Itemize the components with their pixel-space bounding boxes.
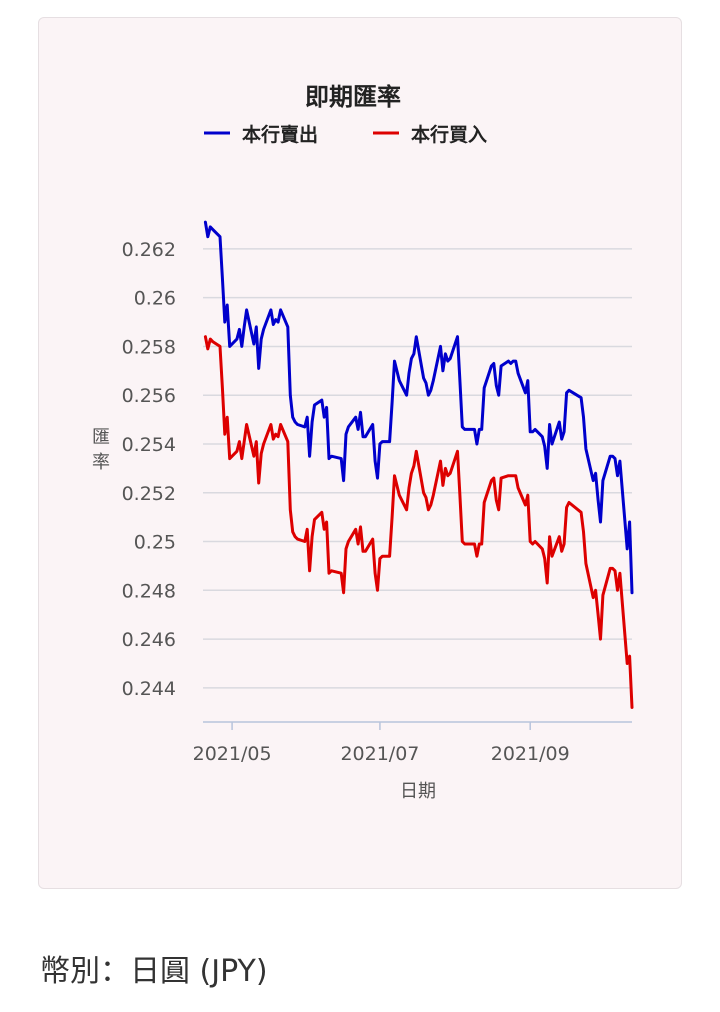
x-tick-label: 2021/05 — [193, 743, 272, 765]
series-lines — [203, 220, 634, 709]
y-tick-label: 0.256 — [122, 385, 176, 407]
y-gridlines — [203, 248, 632, 689]
y-tick-label: 0.25 — [134, 532, 176, 554]
y-tick-label: 0.246 — [122, 629, 176, 651]
x-tick-label: 2021/07 — [340, 743, 419, 765]
x-ticks: 2021/05 2021/07 2021/09 — [193, 722, 570, 765]
y-tick-labels: 0.244 0.246 0.248 0.25 0.252 0.254 0.256 0.258 0… — [122, 239, 176, 700]
chart-card — [38, 17, 682, 889]
legend-item-buy[interactable]: 本行買入 — [373, 123, 487, 146]
y-axis-title-char-1: 匯 — [92, 427, 110, 448]
y-tick-label: 0.244 — [122, 678, 176, 700]
y-tick-label: 0.252 — [122, 483, 176, 505]
y-tick-label: 0.254 — [122, 434, 176, 456]
y-axis-title-char-2: 率 — [92, 452, 110, 473]
chart-title: 即期匯率 — [305, 83, 401, 111]
legend-label-sell: 本行賣出 — [242, 123, 318, 146]
x-axis-title: 日期 — [400, 781, 436, 802]
currency-label: 幣別：日圓 (JPY) — [40, 954, 268, 989]
y-tick-label: 0.26 — [134, 288, 176, 310]
legend-item-sell[interactable]: 本行賣出 — [204, 123, 318, 146]
y-tick-label: 0.258 — [122, 336, 176, 358]
x-tick-label: 2021/09 — [491, 743, 570, 765]
legend-label-buy: 本行買入 — [411, 123, 487, 146]
exchange-rate-chart: 即期匯率 本行賣出 本行買入 0.2440.2460.2480.250.2520… — [92, 83, 634, 802]
series-line-sell — [203, 220, 634, 595]
legend: 本行賣出 本行買入 — [204, 123, 487, 146]
y-tick-label: 0.248 — [122, 580, 176, 602]
series-line-buy — [203, 335, 634, 709]
y-tick-label: 0.262 — [122, 239, 176, 261]
